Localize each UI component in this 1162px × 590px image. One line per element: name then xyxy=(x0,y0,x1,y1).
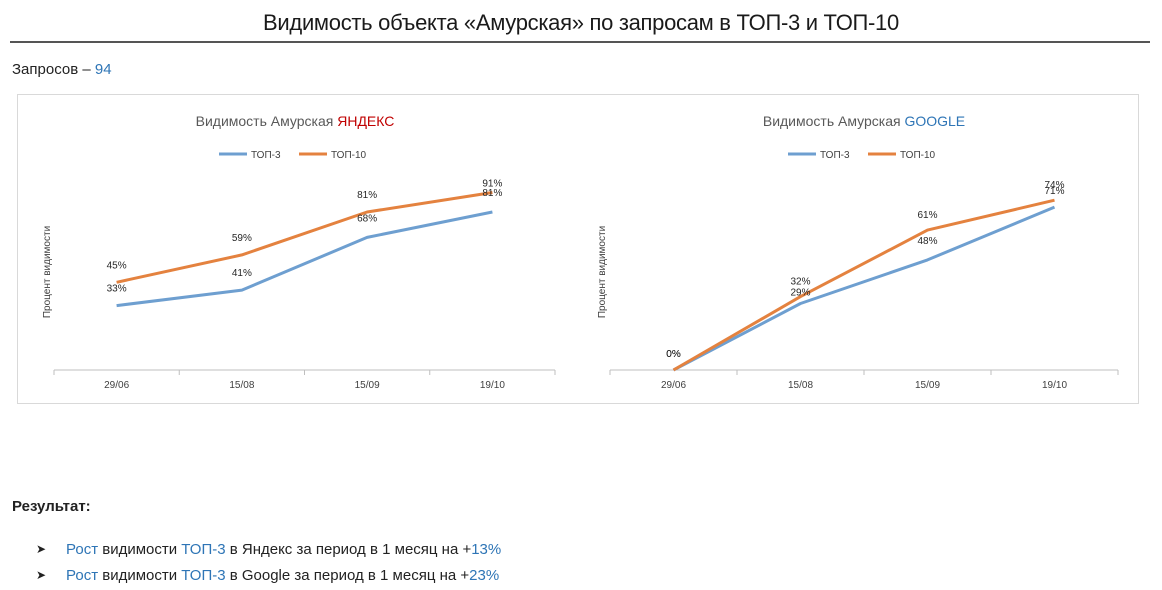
text: видимости xyxy=(98,566,182,584)
growth-value: 23% xyxy=(469,566,500,584)
legend-label: ТОП-3 xyxy=(251,150,281,161)
data-label: 48% xyxy=(917,236,937,247)
google-visibility-chart: Видимость Амурская GOOGLE ТОП-3 ТОП-10 Проц… xyxy=(597,113,1119,391)
series-line-top3 xyxy=(116,210,493,308)
data-label: 33% xyxy=(107,284,127,295)
data-label: 45% xyxy=(107,260,127,271)
charts-frame: Видимость Амурская ЯНДЕКС ТОП-3 ТОП-10 Проц… xyxy=(17,94,1139,404)
arrow-bullet-icon: ➤ xyxy=(36,542,47,556)
top3-word: ТОП-3 xyxy=(181,540,226,558)
x-tick-label: 15/08 xyxy=(788,380,813,391)
x-tick-label: 29/06 xyxy=(104,380,129,391)
data-label: 41% xyxy=(232,268,252,279)
series-line-top3 xyxy=(672,205,1056,372)
page-title: Видимость объекта «Амурская» по запросам… xyxy=(263,10,899,35)
data-label: 71% xyxy=(1044,186,1064,197)
queries-count: 94 xyxy=(94,61,112,78)
x-tick-label: 19/10 xyxy=(480,380,505,391)
y-axis-label: Процент видимости xyxy=(597,226,608,318)
top3-word: ТОП-3 xyxy=(181,566,226,584)
growth-word: Рост xyxy=(66,540,99,558)
data-label: 32% xyxy=(790,277,810,288)
arrow-bullet-icon: ➤ xyxy=(36,568,47,582)
chart-title-brand: GOOGLE xyxy=(904,113,965,129)
data-label: 91% xyxy=(482,179,502,190)
title-underline xyxy=(10,41,1150,43)
data-label: 68% xyxy=(357,213,377,224)
chart-title-prefix: Видимость Амурская xyxy=(763,113,905,129)
queries-count-line: Запросов – 94 xyxy=(12,61,112,78)
result-item: ➤ Рост видимости ТОП-3 в Яндекс за перио… xyxy=(36,536,501,562)
text: видимости xyxy=(98,540,182,558)
chart-title-prefix: Видимость Амурская xyxy=(196,113,338,129)
series-line-top10 xyxy=(672,198,1055,372)
growth-value: 13% xyxy=(471,540,502,558)
x-tick-label: 29/06 xyxy=(661,380,686,391)
result-list: ➤ Рост видимости ТОП-3 в Яндекс за перио… xyxy=(36,536,501,588)
series-line-top10 xyxy=(116,191,493,284)
result-item: ➤ Рост видимости ТОП-3 в Google за перио… xyxy=(36,562,501,588)
text: в Google за период в 1 месяц на + xyxy=(225,566,470,584)
data-label: 61% xyxy=(917,210,937,221)
data-label: 81% xyxy=(482,188,502,199)
text: в Яндекс за период в 1 месяц на + xyxy=(225,540,472,558)
yandex-visibility-chart: Видимость Амурская ЯНДЕКС ТОП-3 ТОП-10 Проц… xyxy=(42,113,556,391)
data-label: 81% xyxy=(357,190,377,201)
x-tick-label: 15/09 xyxy=(915,380,940,391)
chart-title: Видимость Амурская ЯНДЕКС xyxy=(196,113,395,129)
y-axis-label: Процент видимости xyxy=(42,226,53,318)
data-label: 29% xyxy=(790,287,810,298)
data-label: 0% xyxy=(666,349,681,360)
legend-label: ТОП-10 xyxy=(900,150,936,161)
chart-title: Видимость Амурская GOOGLE xyxy=(763,113,965,129)
data-label: 74% xyxy=(1044,180,1064,191)
result-heading: Результат: xyxy=(12,498,91,515)
x-tick-label: 15/09 xyxy=(355,380,380,391)
growth-word: Рост xyxy=(66,566,99,584)
legend-label: ТОП-3 xyxy=(820,150,850,161)
queries-label: Запросов – xyxy=(12,61,91,78)
data-label: 59% xyxy=(232,233,252,244)
chart-title-brand: ЯНДЕКС xyxy=(337,113,394,129)
data-label: 0% xyxy=(666,349,681,360)
x-tick-label: 15/08 xyxy=(229,380,254,391)
legend-label: ТОП-10 xyxy=(331,150,367,161)
x-tick-label: 19/10 xyxy=(1042,380,1067,391)
